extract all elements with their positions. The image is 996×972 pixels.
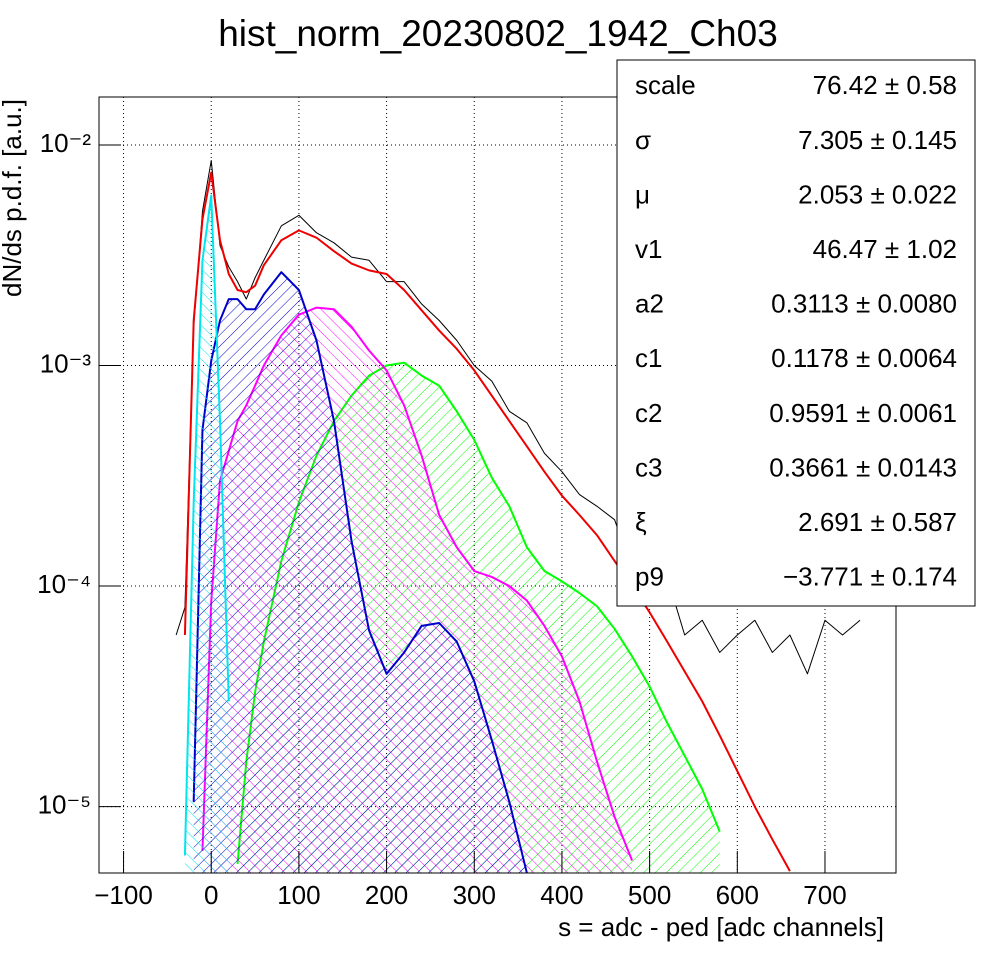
stats-frame (616, 59, 976, 607)
plot-area (175, 160, 861, 873)
fit-curve (192, 271, 528, 873)
stat-value: 76.42 ± 0.58 (813, 70, 957, 100)
x-tick-label: 400 (540, 880, 583, 910)
y-tick-label: 10⁻² (40, 128, 92, 158)
stat-name: p9 (635, 562, 664, 592)
stat-name: μ (635, 179, 650, 209)
x-tick-label: 300 (453, 880, 496, 910)
chart-title: hist_norm_20230802_1942_Ch03 (218, 13, 778, 54)
stat-name: v1 (635, 234, 662, 264)
stat-name: c2 (635, 398, 662, 428)
stat-value: 7.305 ± 0.145 (798, 125, 957, 155)
x-tick-label: 200 (365, 880, 408, 910)
fit-curve (183, 194, 230, 856)
area-fill (193, 272, 527, 873)
x-tick-label: −100 (94, 880, 153, 910)
stat-value: 0.1178 ± 0.0064 (771, 343, 957, 373)
stat-name: scale (635, 70, 696, 100)
stat-name: a2 (635, 289, 664, 319)
stat-value: 0.3113 ± 0.0080 (771, 289, 957, 319)
x-tick-label: 500 (628, 880, 671, 910)
stat-name: σ (635, 125, 651, 155)
x-tick-label: 0 (204, 880, 218, 910)
stat-name: c3 (635, 452, 662, 482)
y-axis-label: dN/ds p.d.f. [a.u.] (0, 99, 27, 297)
y-tick-label: 10⁻³ (40, 348, 92, 378)
stat-value: 2.691 ± 0.587 (798, 507, 957, 537)
stat-value: −3.771 ± 0.174 (783, 562, 957, 592)
stat-name: ξ (635, 507, 647, 537)
stat-value: 2.053 ± 0.022 (798, 179, 957, 209)
x-axis-label: s = adc - ped [adc channels] (558, 912, 884, 942)
stat-value: 0.3661 ± 0.0143 (769, 452, 957, 482)
axes: −100 0 100 200 300 400 500 600 700 10⁻² 10⁻³ 10⁻⁴ 10… (37, 96, 897, 910)
x-tick-label: 600 (716, 880, 759, 910)
fit-curve (183, 171, 791, 872)
x-tick-label: 700 (803, 880, 846, 910)
stats-box: scale 76.42 ± 0.58 σ 7.305 ± 0.145 μ 2.053 ± … (616, 59, 976, 607)
x-tick-label: 100 (277, 880, 320, 910)
stat-value: 0.9591 ± 0.0061 (769, 398, 957, 428)
histogram (175, 160, 861, 675)
stat-value: 46.47 ± 1.02 (813, 234, 957, 264)
y-tick-label: 10⁻⁵ (38, 789, 91, 819)
stat-name: c1 (635, 343, 662, 373)
y-tick-label: 10⁻⁴ (37, 569, 91, 599)
